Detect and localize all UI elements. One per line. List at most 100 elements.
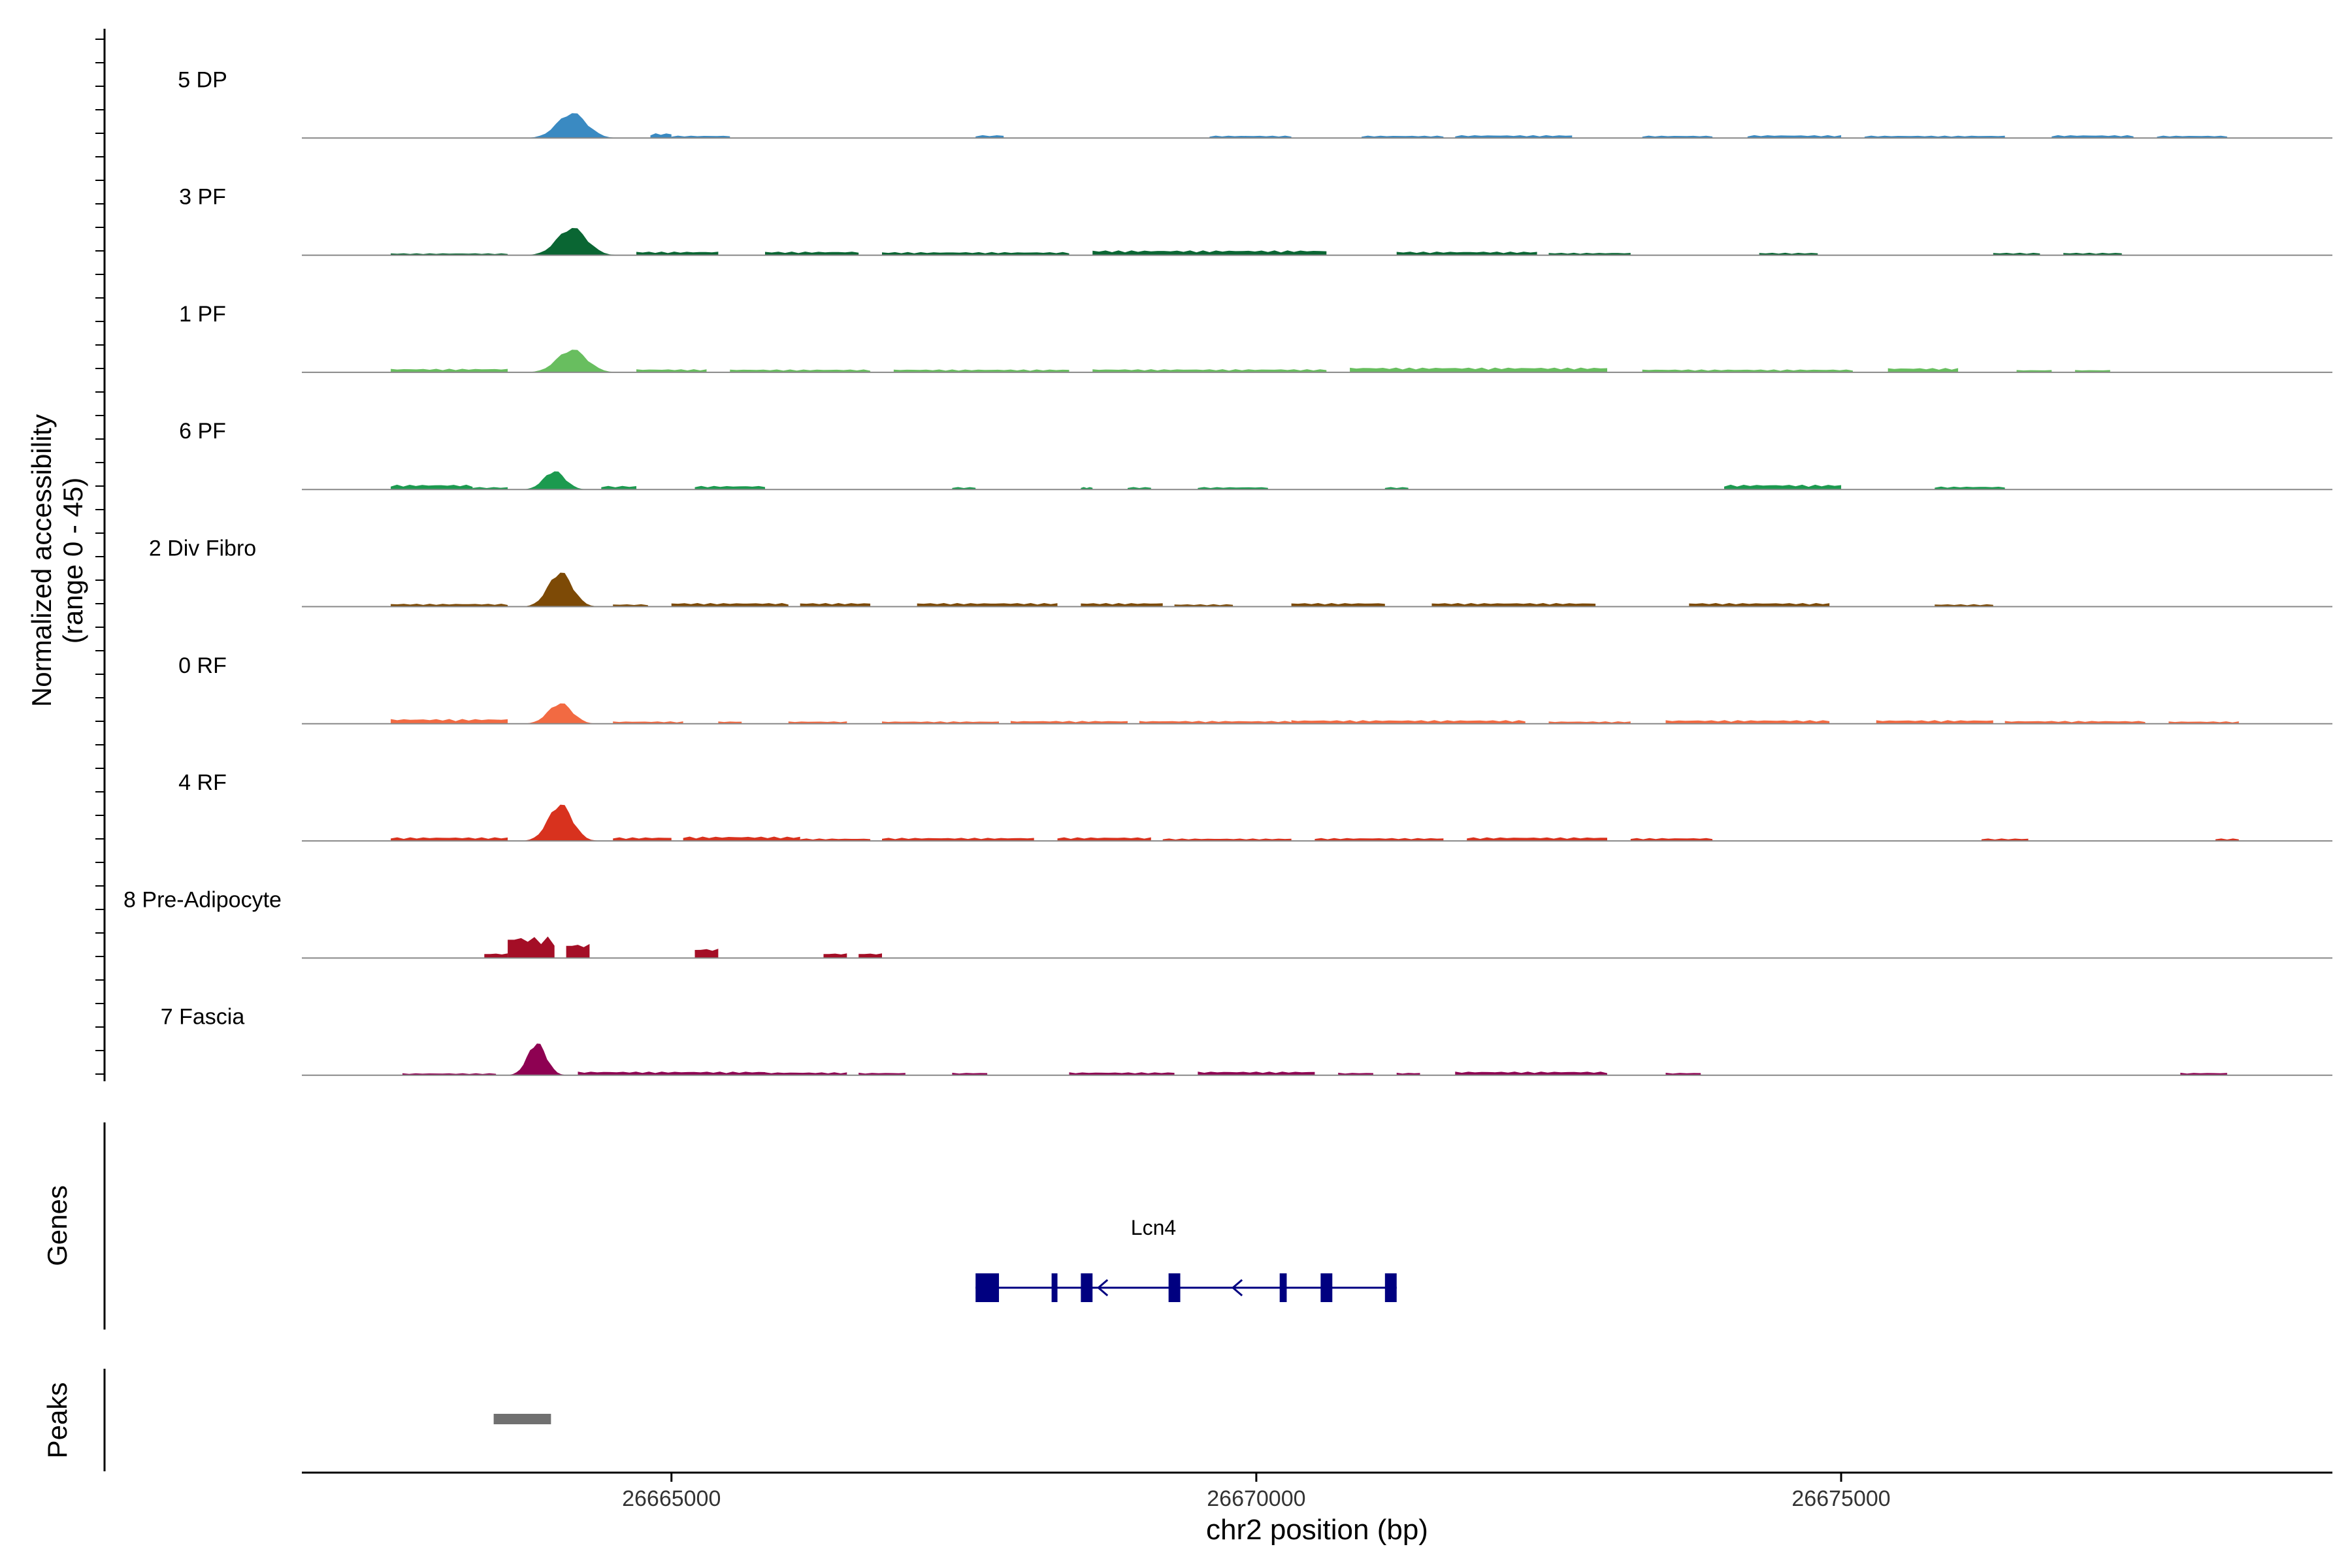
coverage-peak: [764, 1072, 847, 1075]
coverage-peak: [508, 572, 613, 607]
coverage-peak: [975, 135, 1004, 139]
coverage-peak: [391, 368, 508, 372]
coverage-peak: [613, 837, 672, 841]
coverage-peak: [858, 953, 882, 958]
coverage-peak: [1198, 1071, 1315, 1075]
coverage-peak: [1467, 837, 1607, 841]
coverage-peak: [1092, 250, 1327, 255]
coverage-peak: [636, 252, 719, 255]
track-4-rf: 4 RF: [178, 770, 2332, 842]
track-8-pre-adipocyte: 8 Pre-Adipocyte: [123, 887, 2332, 959]
track-6-pf: 6 PF: [179, 419, 2332, 491]
x-axis-title: chr2 position (bp): [1206, 1514, 1428, 1546]
coverage-peak: [1139, 721, 1292, 724]
track-label: 6 PF: [179, 419, 226, 444]
coverage-peak: [730, 369, 871, 372]
coverage-peak: [391, 484, 473, 490]
coverage-peak: [601, 485, 637, 490]
coverage-peak: [1010, 721, 1128, 724]
track-7-fascia: 7 Fascia: [161, 1005, 2332, 1076]
gene-track: Lcn4: [975, 1216, 1397, 1302]
coverage-peak: [1350, 367, 1607, 372]
coverage-peak: [391, 604, 508, 607]
coverage-peak: [508, 936, 555, 958]
coverage-peak: [800, 603, 871, 607]
coverage-peak: [2051, 135, 2134, 139]
coverage-peak: [1630, 838, 1713, 841]
gene-exon: [1051, 1273, 1058, 1302]
coverage-peak: [1396, 252, 1537, 255]
track-label: 7 Fascia: [161, 1005, 245, 1030]
track-label: 0 RF: [178, 653, 227, 678]
coverage-peak: [391, 719, 508, 724]
coverage-peak: [636, 369, 707, 372]
x-tick-label: 26665000: [622, 1486, 721, 1511]
track-label: 4 RF: [178, 770, 227, 795]
coverage-peak: [1935, 486, 2005, 490]
coverage-peak: [1291, 603, 1385, 607]
gene-exon: [1168, 1273, 1181, 1302]
coverage-peak: [650, 133, 672, 139]
coverage-peak: [823, 953, 847, 958]
x-axis-ticks: 26665000 26670000 26675000: [622, 1473, 1891, 1511]
coverage-peak: [1747, 135, 1842, 139]
peaks-panel-label: Peaks: [42, 1382, 73, 1459]
y-axis-title-line1: Normalized accessibility: [26, 414, 57, 707]
coverage-peak: [1291, 720, 1526, 724]
coverage-peak: [484, 953, 508, 958]
coverage-peak: [1455, 135, 1573, 139]
track-5-dp: 5 DP: [178, 67, 2332, 139]
coverage-peak: [578, 1071, 765, 1075]
coverage-peak: [882, 838, 1034, 841]
track-label: 1 PF: [179, 302, 226, 327]
x-tick-label: 26670000: [1207, 1486, 1305, 1511]
genes-panel-label: Genes: [42, 1185, 73, 1266]
coverage-peak: [1057, 837, 1151, 841]
coverage-peak: [671, 603, 789, 607]
coverage-peak: [1092, 369, 1327, 372]
coverage-peak: [1876, 720, 1993, 724]
gene-exon: [1320, 1273, 1333, 1302]
coverage-peak: [508, 804, 613, 841]
strand-arrow-icon: [1096, 1279, 1109, 1297]
coverage-y-axis: [95, 29, 106, 1081]
track-label: 3 PF: [179, 185, 226, 210]
coverage-peak: [917, 603, 1058, 607]
coverage-peak: [2004, 721, 2146, 724]
coverage-tracks: 5 DP 3 PF 1 PF 6 PF 2 Div Fibro 0 RF 4 RF 8 Pre…: [123, 67, 2332, 1076]
coverage-peak: [1689, 603, 1830, 607]
coverage-peak: [1069, 1072, 1175, 1075]
track-label: 5 DP: [178, 67, 227, 92]
coverage-peak: [508, 228, 637, 255]
coverage-peak: [1887, 368, 1959, 372]
coverage-peak: [496, 1043, 578, 1075]
coverage-peak: [508, 113, 637, 139]
coverage-peak: [1081, 603, 1163, 607]
coverage-peak: [1455, 1071, 1607, 1075]
peak-regions-track: [493, 1414, 551, 1424]
y-axis-title-line2: (range 0 - 45): [57, 478, 88, 644]
coverage-peak: [893, 369, 1070, 372]
coverage-peak: [764, 252, 859, 255]
coverage-peak: [508, 703, 613, 724]
track-0-rf: 0 RF: [178, 653, 2332, 725]
coverage-peak: [1315, 838, 1444, 841]
track-1-pf: 1 PF: [179, 302, 2332, 373]
coverage-peak: [508, 471, 602, 490]
peak-region-bar: [493, 1414, 551, 1424]
coverage-peak: [391, 837, 508, 841]
track-label: 2 Div Fibro: [149, 536, 256, 561]
coverage-peak: [566, 943, 590, 958]
coverage-peak: [1642, 369, 1853, 372]
coverage-peak: [1665, 720, 1830, 724]
strand-arrow-icon: [1231, 1279, 1243, 1297]
coverage-peak: [694, 485, 765, 490]
gene-exon: [1384, 1273, 1397, 1302]
track-3-pf: 3 PF: [179, 185, 2332, 256]
track-label: 8 Pre-Adipocyte: [123, 887, 282, 912]
gene-exon: [1081, 1273, 1093, 1302]
track-2-div-fibro: 2 Div Fibro: [149, 536, 2332, 608]
gene-exon: [975, 1273, 1000, 1302]
coverage-peak: [683, 836, 800, 841]
